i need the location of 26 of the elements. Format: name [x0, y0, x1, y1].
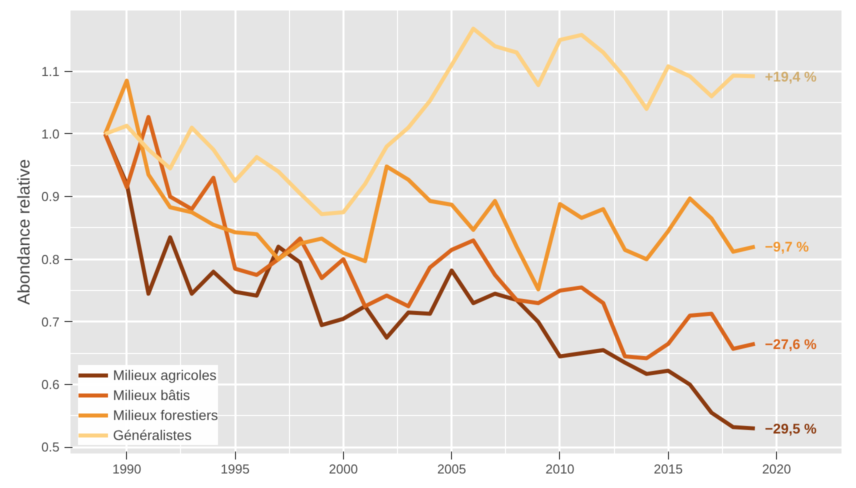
x-tick-label: 2005 [437, 462, 466, 476]
line-series [103, 115, 757, 360]
y-tick-label: 0.7 [41, 314, 60, 330]
x-tick-label: 1990 [112, 462, 142, 476]
y-tick-label: 0.6 [41, 377, 60, 392]
legend-label: Généralistes [113, 427, 192, 443]
x-tick-label: 2015 [654, 462, 683, 476]
x-tick-label: 1995 [220, 462, 250, 476]
x-tick-label: 2000 [328, 462, 358, 476]
line-series [103, 26, 757, 216]
legend-label: Milieux agricoles [113, 367, 216, 383]
annotation: −27,6 % [764, 336, 818, 352]
y-tick-label: 1.1 [41, 64, 60, 79]
y-tick-label: 0.9 [41, 189, 60, 204]
y-tick-label: 1.0 [41, 126, 60, 142]
x-tick-label: 2010 [545, 462, 574, 476]
y-axis-title: Abondance relative [14, 159, 34, 305]
y-tick-label: 0.8 [41, 252, 60, 267]
legend-label: Milieux forestiers [113, 407, 218, 423]
line-series [103, 78, 757, 292]
annotation: −29,5 % [764, 420, 818, 436]
annotation: −9,7 % [764, 238, 810, 255]
legend-label: Milieux bâtis [113, 387, 190, 403]
annotation: +19,4 % [764, 68, 818, 84]
x-tick-label: 2020 [762, 462, 791, 476]
y-tick-label: 0.5 [41, 440, 60, 455]
